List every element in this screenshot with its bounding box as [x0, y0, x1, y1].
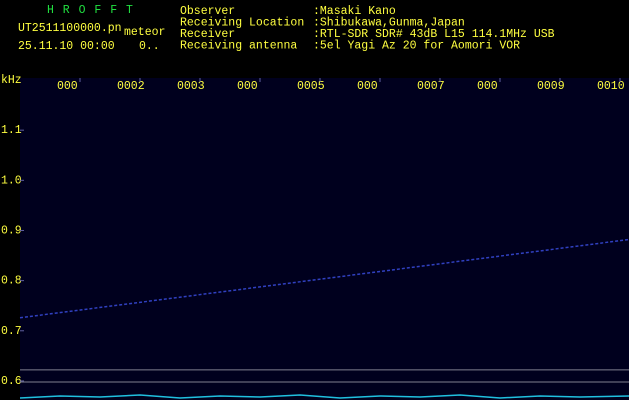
- field-value: :Masaki Kano: [313, 5, 396, 18]
- mode: meteor: [124, 26, 165, 39]
- y-tick-label: 0.8: [1, 275, 22, 288]
- x-tick-label: 000: [237, 80, 258, 93]
- y-tick-label: 1.1: [1, 124, 22, 137]
- field-value: :5el Yagi Az 20 for Aomori VOR: [313, 40, 520, 53]
- x-tick-label: 0010: [597, 80, 625, 93]
- field-label: Receiver: [180, 28, 235, 41]
- noise-floor: [19, 394, 629, 399]
- field-label: Receiving Location: [180, 17, 304, 30]
- x-tick-label: 000: [357, 80, 378, 93]
- file-name: UT2511100000.pn: [18, 22, 122, 35]
- count: 0..: [139, 40, 160, 53]
- field-label: Observer: [180, 5, 235, 18]
- spectrogram-area: [20, 78, 629, 400]
- field-value: :Shibukawa,Gunma,Japan: [313, 17, 465, 30]
- y-tick-label: 1.0: [1, 174, 22, 187]
- field-value: :RTL-SDR SDR# 43dB L15 114.1MHz USB: [313, 28, 555, 41]
- signal-trace: [19, 238, 629, 319]
- app-title: H R O F F T: [47, 4, 134, 17]
- x-tick-label: 0005: [297, 80, 325, 93]
- field-label: Receiving antenna: [180, 40, 297, 53]
- station-info: Observer :Masaki Kano Receiving Location :S…: [180, 5, 555, 53]
- x-tick-label: 0002: [117, 80, 145, 93]
- x-tick-label: 000: [57, 80, 78, 93]
- x-tick-label: 0003: [177, 80, 205, 93]
- x-tick-label: 000: [477, 80, 498, 93]
- y-tick-label: 0.6: [1, 375, 22, 388]
- x-tick-label: 0009: [537, 80, 565, 93]
- y-tick-label: 0.7: [1, 325, 22, 338]
- y-tick-label: 0.9: [1, 225, 22, 238]
- time: 25.11.10 00:00: [18, 40, 115, 53]
- y-axis-label: kHz: [1, 74, 22, 87]
- x-tick-label: 0007: [417, 80, 445, 93]
